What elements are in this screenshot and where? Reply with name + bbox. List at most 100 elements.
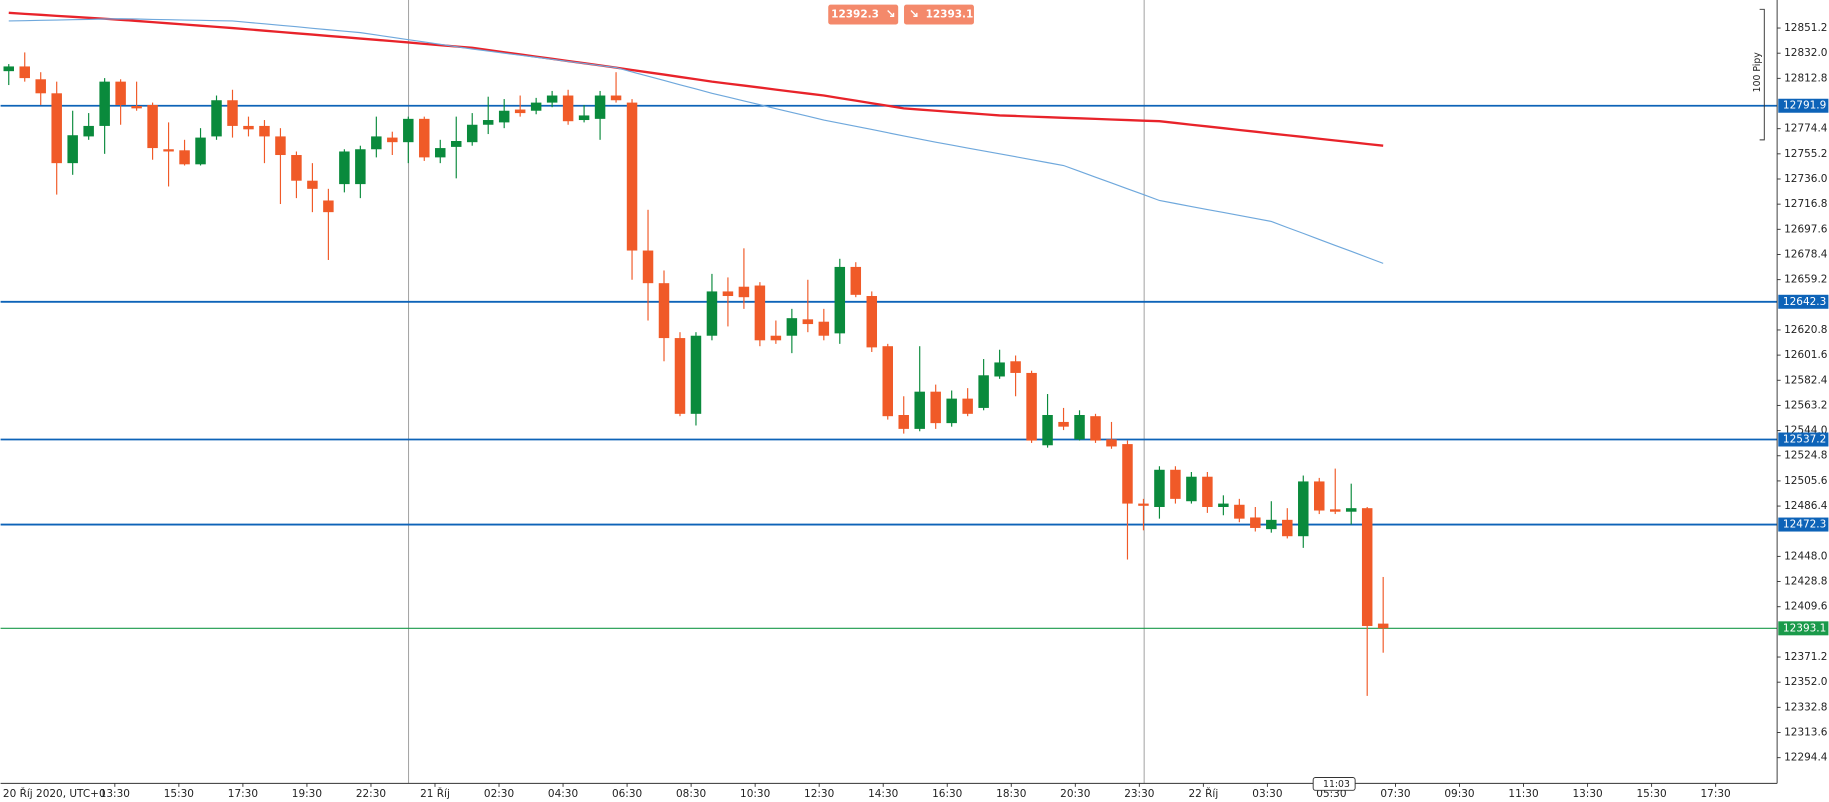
- candle-body: [1377, 623, 1389, 629]
- candle-body: [562, 95, 574, 122]
- trade-buttons[interactable]: 12392.3 12393.1: [828, 4, 974, 25]
- candle-body: [690, 335, 702, 414]
- candle-body: [1329, 509, 1341, 512]
- y-tick-label: 12851.2: [1784, 22, 1827, 34]
- x-tick-label: 02:30: [484, 788, 514, 800]
- y-tick-label: 12313.6: [1784, 727, 1828, 739]
- candle-body: [179, 150, 190, 165]
- y-tick-label: 12774.4: [1784, 123, 1828, 135]
- x-tick-label: 11:30: [1508, 788, 1538, 800]
- x-tick-label: 16:30: [932, 788, 962, 800]
- x-tick-label: 05:30: [1316, 788, 1346, 800]
- y-tick-label: 12812.8: [1784, 72, 1827, 84]
- candle-body: [626, 102, 638, 251]
- candle-body: [1122, 444, 1133, 504]
- y-tick-label: 12486.4: [1784, 500, 1828, 512]
- y-tick-label: 12716.8: [1784, 198, 1827, 210]
- candle-body: [546, 95, 558, 103]
- candle-body: [323, 200, 334, 213]
- x-tick-label: 22:30: [356, 788, 386, 800]
- x-tick-label: 08:30: [676, 788, 706, 800]
- candle-body: [1074, 414, 1085, 440]
- y-tick-label: 12678.4: [1784, 248, 1828, 260]
- candle-body: [403, 118, 414, 143]
- candle-body: [962, 398, 973, 414]
- candle-body: [339, 151, 350, 185]
- candle-body: [1186, 476, 1197, 502]
- y-tick-label: 12582.4: [1784, 374, 1828, 386]
- candle-body: [1138, 503, 1149, 506]
- x-tick-label: 04:30: [548, 788, 578, 800]
- candle-body: [1218, 503, 1229, 507]
- candle-body: [1090, 416, 1101, 441]
- candle-body: [594, 95, 606, 119]
- candle-body: [466, 124, 478, 143]
- y-tick-label: 12409.6: [1784, 601, 1828, 613]
- buy-button[interactable]: [904, 4, 974, 25]
- y-tick-label: 12736.0: [1784, 173, 1827, 185]
- candle-body: [674, 338, 686, 414]
- candle-body: [3, 66, 14, 72]
- x-tick-label: 22 Říj: [1188, 787, 1218, 800]
- y-tick-label: 12620.8: [1784, 324, 1827, 336]
- candle-body: [770, 335, 782, 341]
- candle-body: [291, 155, 302, 181]
- y-tick-label: 12371.2: [1784, 651, 1827, 663]
- candle-body: [658, 283, 670, 339]
- x-tick-label: 12:30: [804, 788, 834, 800]
- moving-average-line: [8, 11, 1384, 147]
- y-tick-label: 12755.2: [1784, 148, 1827, 160]
- level-line-tag: [1778, 294, 1829, 309]
- x-tick-label: 17:30: [228, 788, 258, 800]
- x-tick-label: 20 Říj 2020, UTC+0: [3, 787, 106, 800]
- candle-body: [99, 81, 110, 126]
- candle-body: [275, 136, 286, 156]
- y-tick-label: 12332.8: [1784, 701, 1827, 713]
- y-tick-label: 12544.0: [1784, 425, 1827, 437]
- candles-layer: [3, 52, 1389, 696]
- candle-body: [1282, 519, 1293, 537]
- x-tick-label: 10:30: [740, 788, 770, 800]
- level-line-label: 12642.3: [1783, 296, 1826, 308]
- candle-body: [850, 266, 862, 295]
- candle-body: [1298, 481, 1309, 537]
- level-line-tag: [1778, 517, 1829, 532]
- candle-body: [195, 137, 206, 165]
- candle-body: [1042, 414, 1053, 446]
- x-tick-label: 20:30: [1060, 788, 1090, 800]
- y-tick-label: 12563.2: [1784, 399, 1827, 411]
- current-price-line-tag: [1778, 621, 1829, 636]
- time-label: 11:03: [1323, 779, 1350, 790]
- candle-body: [227, 100, 238, 126]
- x-tick-label: 19:30: [292, 788, 322, 800]
- x-tick-label: 03:30: [1252, 788, 1282, 800]
- x-tick-label: 15:30: [164, 788, 194, 800]
- y-tick-label: 12505.6: [1784, 475, 1828, 487]
- candle-body: [67, 135, 78, 164]
- candle-body: [1234, 504, 1245, 519]
- sell-button[interactable]: [828, 4, 899, 25]
- candle-body: [1058, 421, 1069, 427]
- candle-body: [259, 125, 270, 137]
- x-tick-label: 14:30: [868, 788, 898, 800]
- candle-body: [866, 296, 878, 348]
- candle-body: [514, 109, 526, 114]
- level-line-label: 12537.2: [1783, 434, 1826, 446]
- labels-layer: 12851.2 12832.0 12812.8 12774.4 12755.2 12736…: [3, 22, 1829, 800]
- candle-body: [355, 149, 366, 185]
- y-tick-label: 12428.8: [1784, 576, 1827, 588]
- candle-body: [578, 115, 590, 121]
- candle-body: [930, 391, 941, 424]
- x-tick-label: 07:30: [1380, 788, 1410, 800]
- level-line-label: 12791.9: [1783, 100, 1826, 112]
- candle-body: [1106, 439, 1117, 447]
- y-tick-label: 12659.2: [1784, 274, 1827, 286]
- candle-body: [914, 391, 925, 429]
- candle-body: [882, 346, 893, 417]
- y-tick-label: 12524.8: [1784, 450, 1827, 462]
- candle-body: [1314, 481, 1325, 511]
- candle-body: [1154, 469, 1165, 507]
- candle-body: [1202, 476, 1213, 507]
